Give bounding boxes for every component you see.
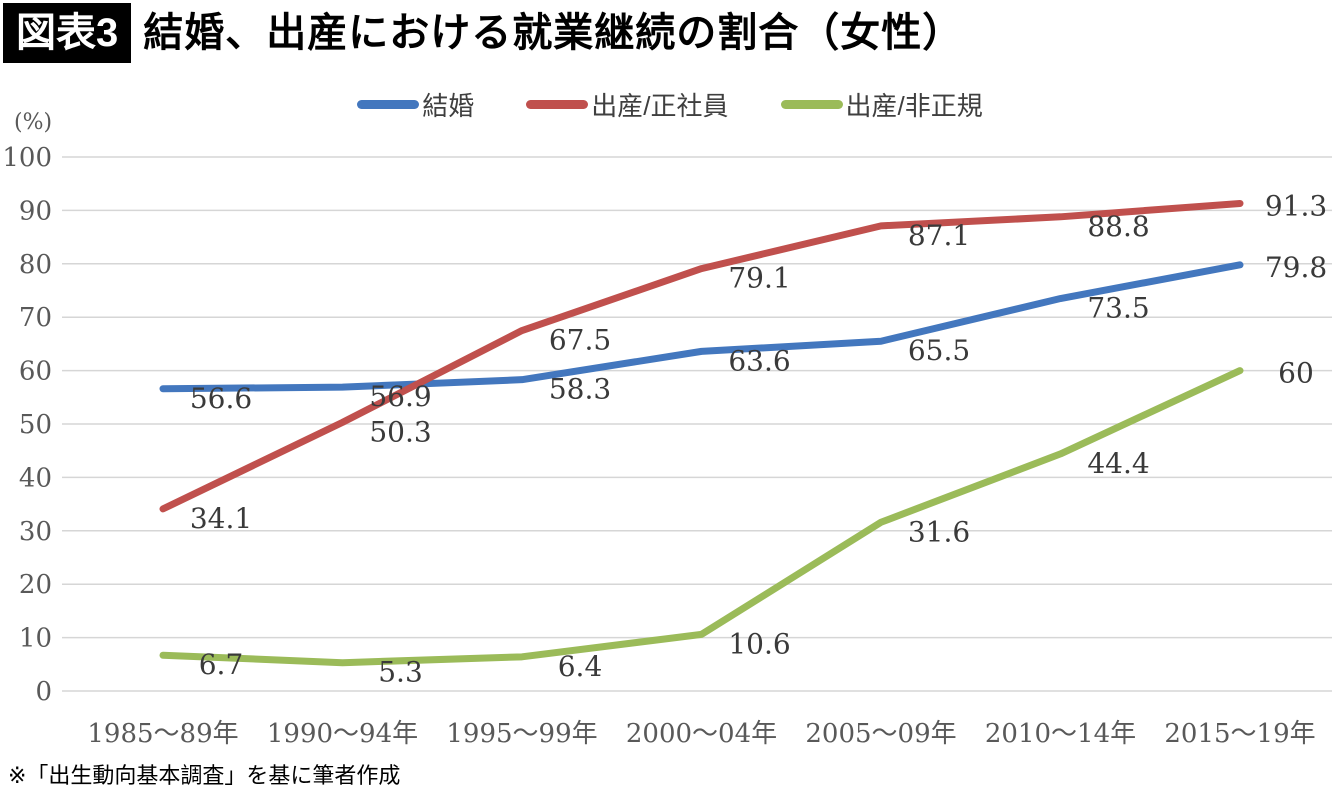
data-label-1-6: 91.3 [1265, 189, 1327, 222]
y-tick-label: 50 [19, 410, 52, 440]
y-tick-label: 40 [19, 463, 52, 493]
x-tick-label: 2015〜19年 [1164, 719, 1315, 749]
data-label-2-1: 5.3 [378, 656, 423, 689]
data-label-1-2: 67.5 [549, 324, 611, 357]
y-tick-label: 90 [19, 196, 52, 226]
x-tick-label: 1990〜94年 [267, 719, 418, 749]
data-label-0-1: 56.9 [369, 380, 431, 413]
data-label-2-6: 60 [1278, 357, 1314, 390]
legend-swatch-marriage [357, 100, 420, 109]
x-tick-label: 1995〜99年 [446, 719, 597, 749]
legend-item-birth-regular: 出産/正社員 [526, 86, 729, 123]
data-label-2-4: 31.6 [908, 515, 970, 548]
data-label-0-0: 56.6 [190, 382, 252, 415]
y-tick-label: 10 [19, 624, 52, 654]
legend-item-birth-nonregular: 出産/非正規 [780, 86, 983, 123]
x-tick-label: 2005〜09年 [805, 719, 956, 749]
legend-item-marriage: 結婚 [357, 86, 474, 123]
page-title: 結婚、出産における就業継続の割合（女性） [143, 11, 964, 55]
series-line-2 [159, 367, 1244, 667]
data-label-1-4: 87.1 [908, 219, 970, 252]
data-label-2-2: 6.4 [558, 650, 603, 683]
y-tick-label: 100 [2, 143, 52, 173]
legend-label-birth-regular: 出産/正社員 [591, 91, 729, 121]
data-label-1-5: 88.8 [1087, 210, 1149, 243]
y-tick-label: 20 [19, 570, 52, 600]
figure-number-tag: 図表3 [3, 3, 132, 63]
legend-swatch-birth-regular [526, 100, 589, 109]
chart-header: 図表3 結婚、出産における就業継続の割合（女性） [3, 3, 963, 63]
x-tick-label: 2010〜14年 [985, 719, 1136, 749]
data-label-1-0: 34.1 [190, 502, 252, 535]
legend-label-marriage: 結婚 [422, 91, 475, 121]
data-label-0-2: 58.3 [549, 373, 611, 406]
data-label-2-3: 10.6 [728, 627, 790, 660]
data-label-2-5: 44.4 [1087, 447, 1149, 480]
chart-legend: 結婚 出産/正社員 出産/非正規 [0, 86, 1340, 123]
y-tick-label: 80 [19, 250, 52, 280]
data-label-1-1: 50.3 [369, 415, 431, 448]
y-tick-label: 0 [35, 677, 52, 707]
data-label-1-3: 79.1 [728, 262, 790, 295]
legend-swatch-birth-nonregular [780, 100, 843, 109]
series-line-0 [159, 261, 1244, 393]
data-label-2-0: 6.7 [199, 648, 244, 681]
data-label-0-3: 63.6 [728, 344, 790, 377]
series-line-1 [159, 199, 1244, 513]
y-tick-label: 60 [19, 357, 52, 387]
data-label-0-5: 73.5 [1087, 292, 1149, 325]
line-chart: 0 10 20 30 40 50 60 70 80 90 100 1985〜89年 1990〜94年 19… [2, 143, 1332, 749]
x-tick-label: 2000〜04年 [626, 719, 777, 749]
y-tick-label: 30 [19, 517, 52, 547]
y-tick-label: 70 [19, 303, 52, 333]
y-axis-unit-label: (%) [14, 110, 53, 135]
source-footnote: ※「出生動向基本調査」を基に筆者作成 [8, 763, 401, 788]
legend-label-birth-nonregular: 出産/非正規 [845, 91, 983, 121]
x-tick-label: 1985〜89年 [87, 719, 238, 749]
data-label-0-4: 65.5 [908, 334, 970, 367]
data-label-0-6: 79.8 [1265, 251, 1327, 284]
